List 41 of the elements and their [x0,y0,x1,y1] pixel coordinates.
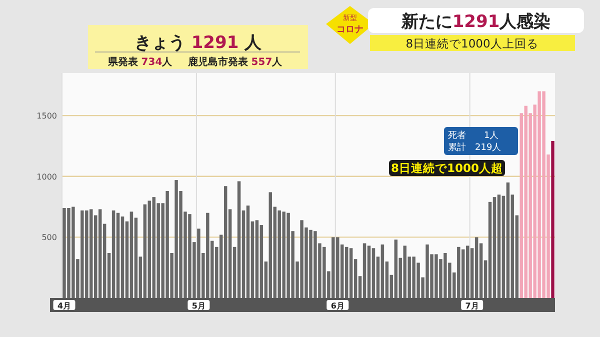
bar [349,248,353,298]
bar [148,200,152,298]
text: 鹿児島市発表 557人 [186,56,284,68]
bar [492,197,496,298]
x-tick-label: 7月 [465,302,479,310]
bar [344,246,348,298]
y-tick-label: 500 [42,233,57,242]
bar [367,246,371,298]
bar [143,204,147,298]
bar [380,244,384,298]
bar [112,210,116,298]
bar [551,140,554,298]
bar [268,192,272,298]
annotation: 累計 219人 [448,142,502,153]
annotation: 死者 1人 [448,130,499,141]
text: コロナ [336,25,364,35]
text: きょう 1291 人 [134,33,263,53]
bar [497,194,501,298]
bar [224,186,228,298]
chart-subtitle: 8日連続で1000人上回る [406,36,538,50]
x-tick-label: 6月 [330,302,344,310]
x-tick-label: 5月 [192,302,206,310]
bar [246,206,250,298]
bar [372,248,376,298]
bar [394,240,398,298]
text: 県発表 734人 [106,56,174,68]
bar [474,237,478,298]
bar [237,181,241,298]
annotation: 8日連続で1000人超 [390,161,504,175]
bar [98,209,102,298]
chart-title: 新たに1291人感染 [400,12,551,32]
x-tick-label: 4月 [57,302,72,310]
bar [362,243,366,298]
bar [506,182,510,298]
y-tick-label: 1500 [36,112,57,121]
bar [116,212,120,298]
bar [255,220,259,298]
bar [120,216,124,298]
bar [130,212,134,298]
y-tick-label: 1000 [36,172,57,182]
bar [466,246,470,298]
